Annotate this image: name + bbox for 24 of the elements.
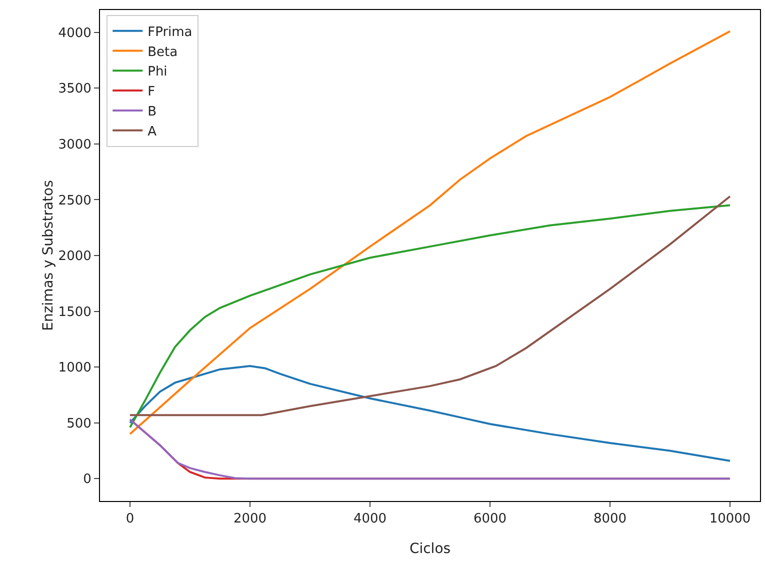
x-tick-label: 2000 bbox=[233, 512, 267, 527]
x-tick-label: 6000 bbox=[473, 512, 507, 527]
y-tick-label: 2000 bbox=[58, 249, 92, 264]
y-tick-label: 3500 bbox=[58, 82, 92, 97]
legend-label: FPrima bbox=[148, 24, 192, 40]
line-series bbox=[129, 364, 731, 462]
x-tick-label: 8000 bbox=[593, 512, 627, 527]
legend-label: B bbox=[148, 104, 157, 120]
x-axis-title: Ciclos bbox=[409, 541, 451, 557]
y-tick-label: 3000 bbox=[58, 137, 92, 152]
y-tick-label: 500 bbox=[66, 416, 92, 432]
legend-label: A bbox=[148, 124, 157, 140]
x-tick-label: 4000 bbox=[353, 512, 387, 527]
legend-label: F bbox=[148, 84, 156, 100]
y-tick-label: 0 bbox=[83, 472, 92, 488]
x-tick-label: 0 bbox=[126, 512, 134, 527]
y-tick-label: 2500 bbox=[58, 193, 92, 208]
y-axis-title: Enzimas y Substratos bbox=[40, 180, 56, 331]
y-tick-label: 4000 bbox=[58, 26, 92, 41]
x-tick-label: 10000 bbox=[709, 512, 751, 527]
y-tick-label: 1000 bbox=[58, 360, 92, 376]
y-tick-label: 1500 bbox=[58, 304, 92, 320]
legend-label: Beta bbox=[148, 44, 178, 60]
legend-label: Phi bbox=[148, 64, 168, 80]
